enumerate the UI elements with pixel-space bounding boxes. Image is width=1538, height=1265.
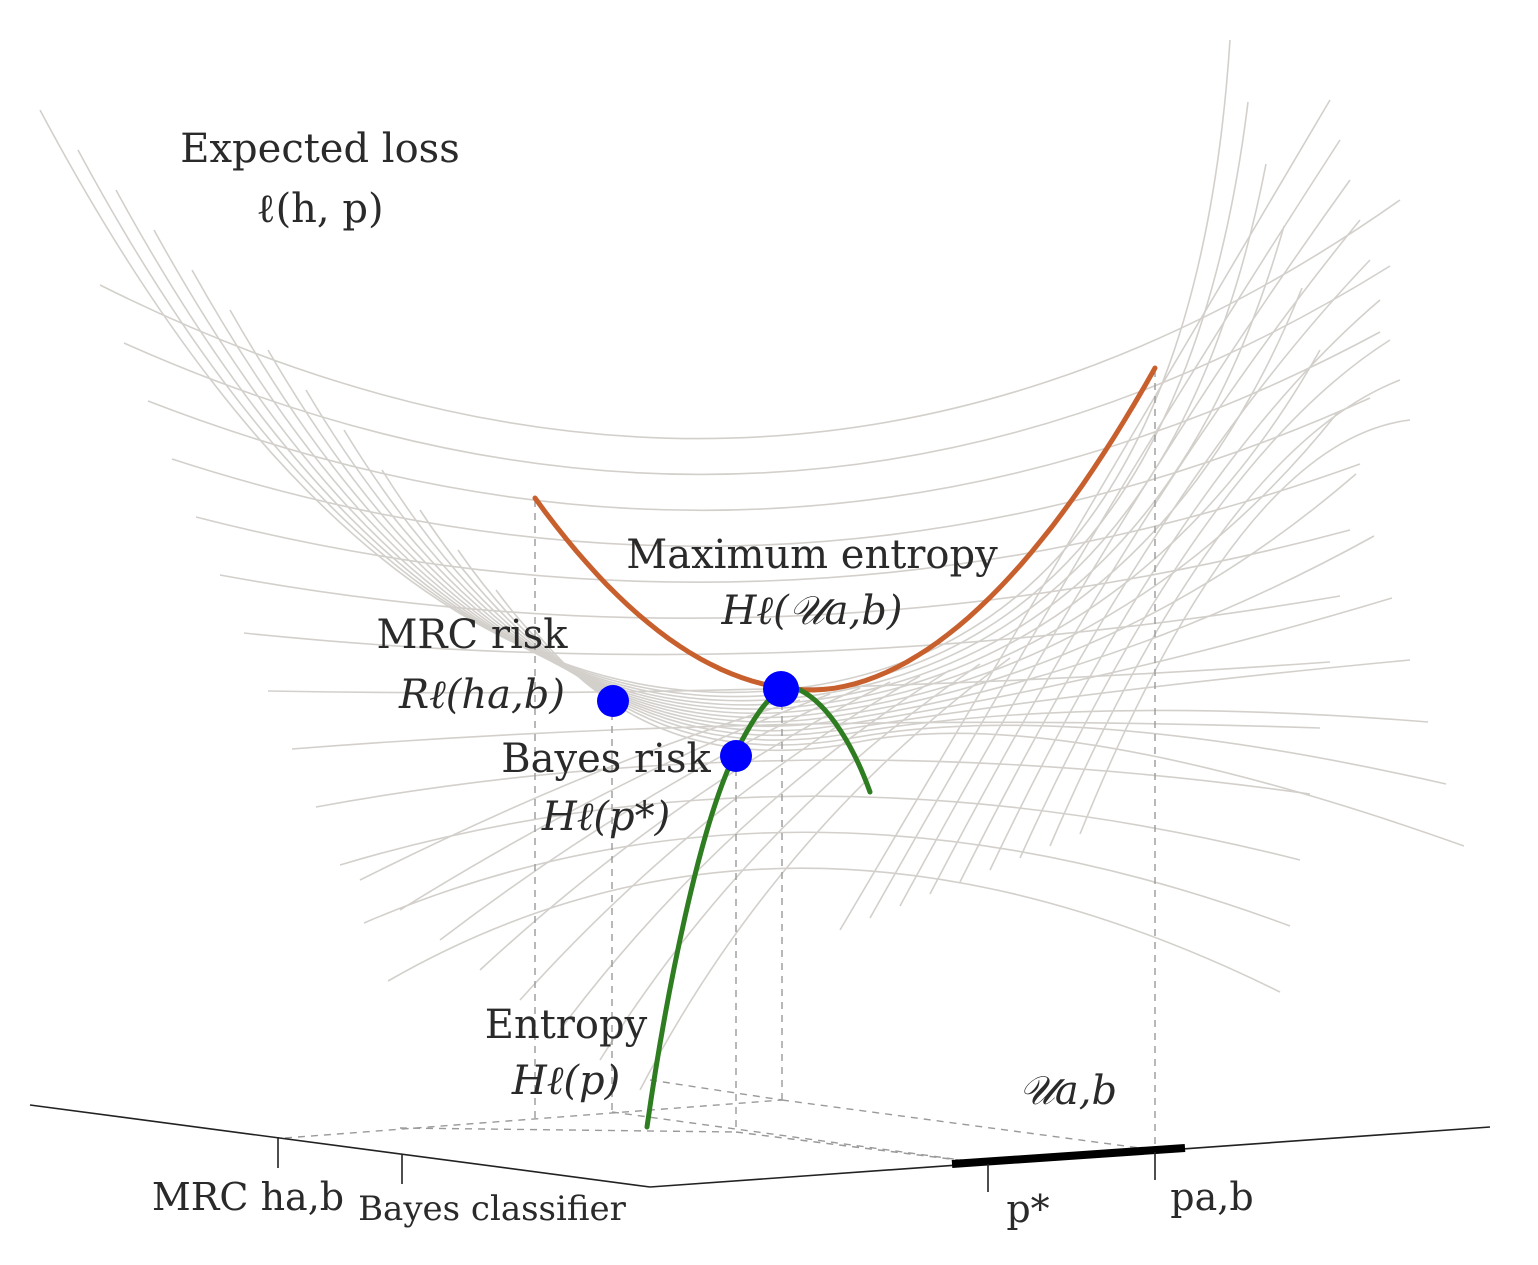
max-entropy-title: Maximum entropy	[626, 532, 998, 578]
distribution-axis	[649, 1126, 1491, 1192]
expected-loss-formula: ℓ(h, p)	[256, 186, 383, 232]
bayes-risk-point	[720, 740, 752, 772]
bayes-risk-title: Bayes risk	[501, 736, 711, 782]
entropy-title: Entropy	[485, 1002, 648, 1048]
expected-loss-surface-mesh	[39, 39, 1465, 1091]
entropy-formula: Hℓ(p)	[511, 1058, 620, 1104]
uncertainty-set-label: 𝒰a,b	[1019, 1068, 1117, 1114]
worst-case-loss-curve	[532, 365, 1158, 693]
p-star-tick-label: p*	[1006, 1187, 1049, 1231]
uncertainty-set-segment	[951, 1144, 1186, 1168]
entropy-curve	[644, 685, 873, 1130]
p-ab-tick-label: pa,b	[1170, 1175, 1253, 1219]
classifier-axis	[29, 1104, 651, 1188]
max-entropy-point	[763, 671, 799, 707]
max-entropy-formula: Hℓ(𝒰a,b)	[721, 588, 903, 634]
mrc-risk-title: MRC risk	[376, 612, 568, 658]
expected-loss-title: Expected loss	[180, 126, 459, 172]
mrc-risk-point	[597, 685, 629, 717]
projection-lines	[284, 370, 1156, 1165]
mrc-risk-formula: Rℓ(ha,b)	[398, 672, 565, 718]
bayes-classifier-tick-label: Bayes classifier	[358, 1189, 627, 1229]
mrc-classifier-tick-label: MRC ha,b	[152, 1175, 344, 1219]
bayes-risk-formula: Hℓ(p*)	[541, 794, 670, 840]
